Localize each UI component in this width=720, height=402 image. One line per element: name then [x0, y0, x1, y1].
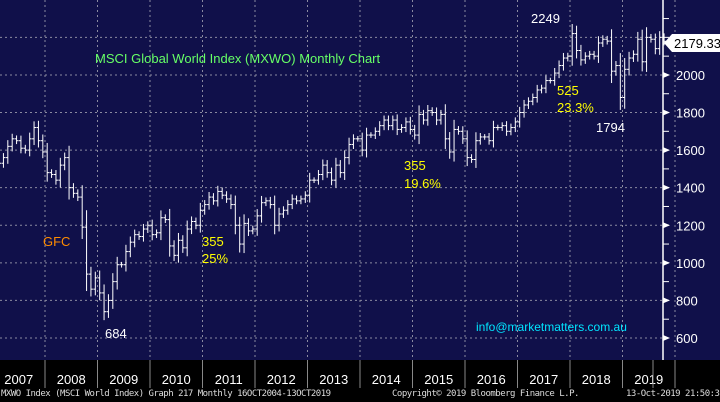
- y-tick-arrow: [663, 184, 670, 191]
- watermark: info@marketmatters.com.au: [476, 320, 627, 334]
- footer-left: MXWO Index (MSCI World Index) Graph 217 …: [1, 389, 331, 399]
- y-tick-arrow: [663, 297, 670, 304]
- x-tick-label: 2016: [477, 372, 506, 387]
- annotation-label: 355: [202, 234, 224, 249]
- x-axis-band: [0, 360, 663, 388]
- annotation-label: 2249: [531, 11, 560, 26]
- y-tick-label: 800: [676, 293, 698, 308]
- last-price-label: 2179.33: [674, 36, 720, 51]
- x-tick-label: 2013: [319, 372, 348, 387]
- y-tick-label: 1600: [676, 143, 705, 158]
- x-tick-label: 2011: [215, 372, 243, 387]
- y-tick-arrow: [663, 147, 670, 154]
- price-chart: 2007 2008 2009 2010 2011 2012 2013 2014 2015 2016…: [0, 0, 720, 388]
- y-tick-arrow: [663, 222, 670, 229]
- y-tick-label: 1800: [676, 106, 705, 121]
- annotation-label: 525: [557, 83, 579, 98]
- annotation-label: 19.6%: [404, 176, 441, 191]
- x-tick-label: 2019: [634, 372, 663, 387]
- footer-copyright: Copyright© 2019 Bloomberg Finance L.P.: [392, 389, 579, 399]
- y-tick-arrow: [663, 109, 670, 116]
- y-tick-label: 1200: [676, 218, 705, 233]
- y-tick-arrow: [663, 71, 670, 78]
- annotation-label: 25%: [202, 251, 228, 266]
- x-tick-label: 2018: [582, 372, 611, 387]
- x-tick-label: 2007: [4, 372, 33, 387]
- annotation-label: 684: [105, 326, 127, 341]
- y-tick-label: 2000: [676, 68, 705, 83]
- footer-timestamp: 13-Oct-2019 21:50:39: [626, 389, 720, 399]
- annotation-label: 23.3%: [557, 100, 594, 115]
- x-tick-label: 2014: [372, 372, 401, 387]
- y-tick-label: 600: [676, 331, 698, 346]
- x-tick-label: 2012: [267, 372, 296, 387]
- x-tick-label: 2009: [109, 372, 138, 387]
- annotation-label: 355: [404, 158, 426, 173]
- x-tick-label: 2017: [529, 372, 558, 387]
- last-price-tag: [664, 34, 720, 52]
- annotation-label: GFC: [43, 234, 70, 249]
- y-tick-arrow: [663, 259, 670, 266]
- annotation-label: 1794: [596, 120, 625, 135]
- chart-title: MSCI Global World Index (MXWO) Monthly C…: [95, 51, 380, 66]
- y-tick-arrow: [663, 335, 670, 341]
- x-tick-label: 2015: [424, 372, 453, 387]
- x-tick-label: 2010: [162, 372, 191, 387]
- x-tick-label: 2008: [57, 372, 86, 387]
- y-tick-label: 1000: [676, 256, 705, 271]
- y-tick-label: 1400: [676, 181, 705, 196]
